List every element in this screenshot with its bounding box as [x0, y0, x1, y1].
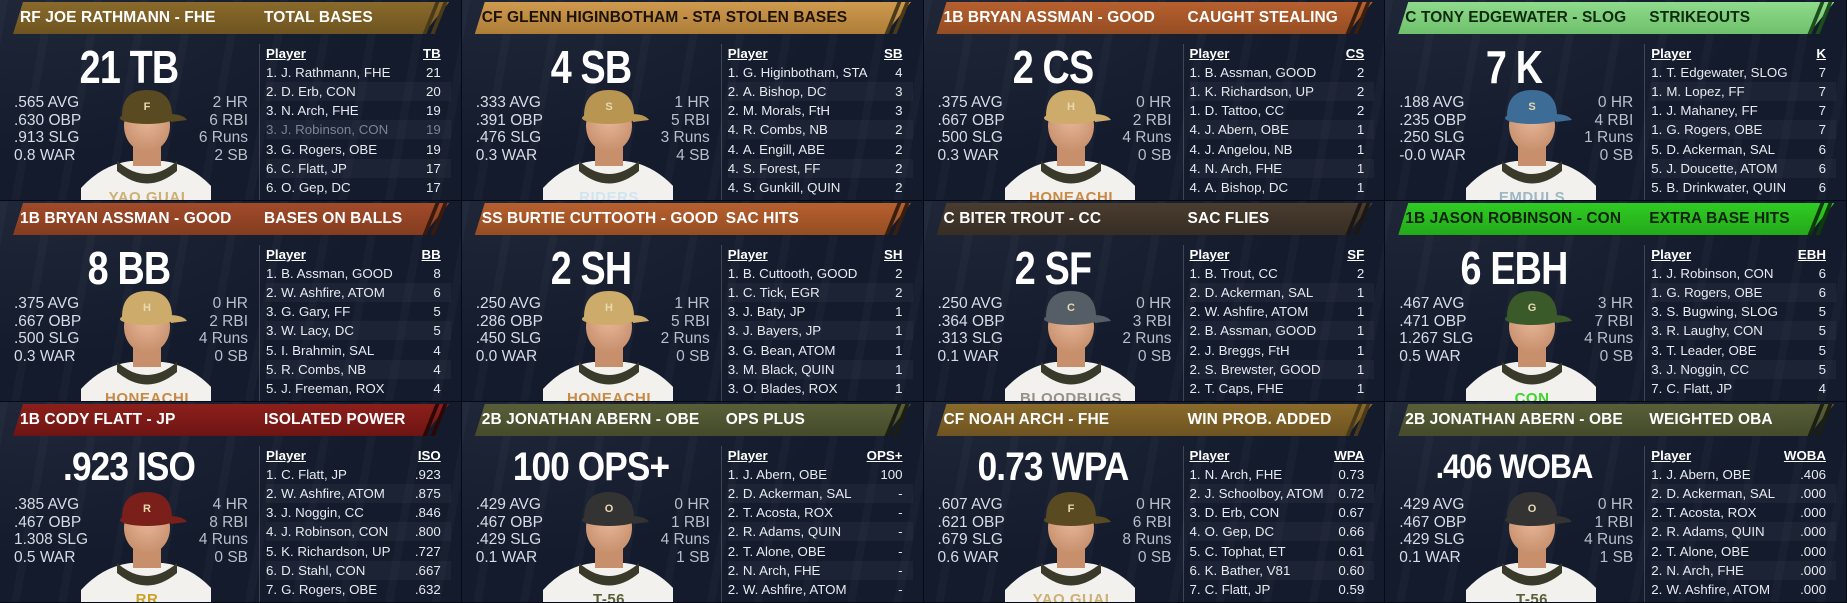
svg-text:YAO GUAI: YAO GUAI	[109, 189, 186, 201]
svg-text:T-56: T-56	[593, 591, 625, 603]
svg-text:CON: CON	[1515, 390, 1550, 402]
svg-text:HONEACHI: HONEACHI	[1028, 189, 1112, 201]
svg-text:YAO GUAI: YAO GUAI	[1032, 591, 1109, 603]
svg-text:T-56: T-56	[1516, 591, 1548, 603]
svg-text:HONEACHI: HONEACHI	[567, 390, 651, 402]
svg-text:RIDERS: RIDERS	[579, 189, 639, 201]
svg-text:HONEACHI: HONEACHI	[105, 390, 189, 402]
svg-text:EMDULS: EMDULS	[1499, 189, 1565, 201]
svg-text:RR: RR	[136, 591, 159, 603]
svg-text:BLOODBUGS: BLOODBUGS	[1020, 390, 1122, 402]
